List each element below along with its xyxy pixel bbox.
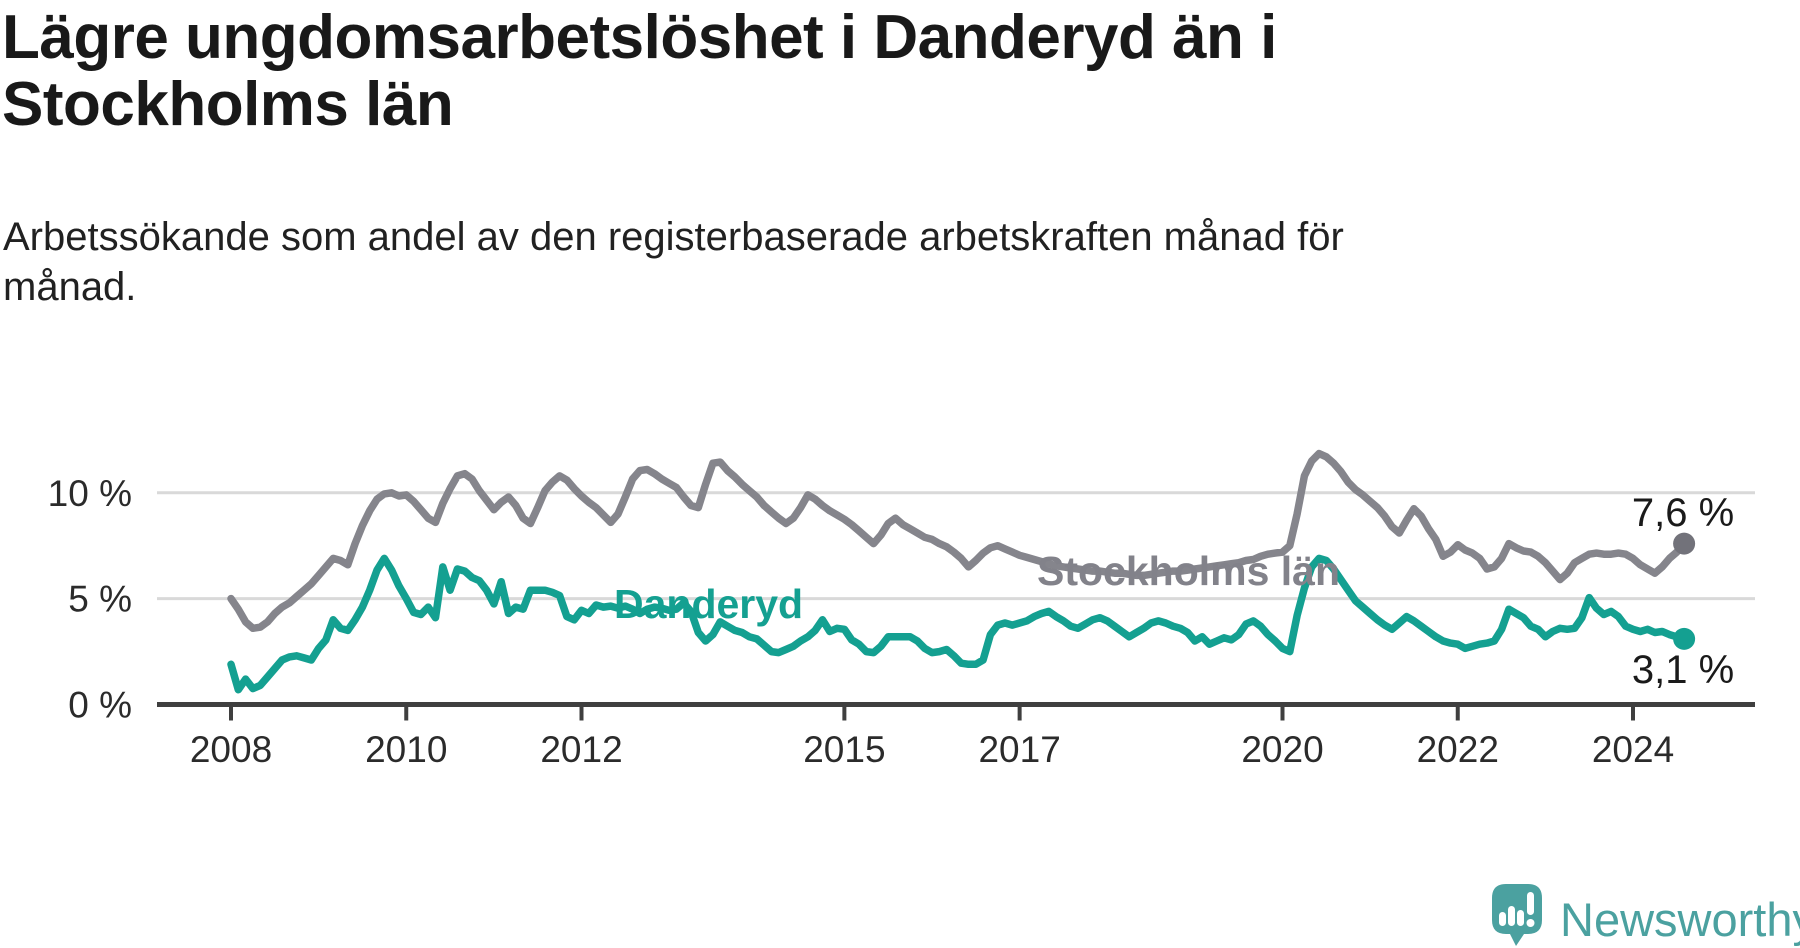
x-axis-label-2024: 2024 [1592, 729, 1674, 770]
series-label-stockholms-lan: Stockholms län [1037, 548, 1341, 594]
y-axis-label-0pct: 0 % [68, 685, 132, 726]
end-dot-danderyd [1673, 627, 1696, 650]
x-axis-label-2015: 2015 [803, 729, 885, 770]
x-axis-label-2012: 2012 [540, 729, 622, 770]
series-line-stockholms-l-n [227, 449, 1688, 633]
x-axis-label-2008: 2008 [190, 729, 272, 770]
brand-name: Newsworthy [1560, 893, 1800, 946]
newsworthy-logo: Newsworthy [1490, 882, 1800, 948]
series-line-danderyd [227, 554, 1688, 694]
y-axis-label-5pct: 5 % [68, 579, 132, 620]
x-axis-label-2017: 2017 [978, 729, 1060, 770]
chart-title: Lägre ungdomsarbetslöshet i Danderyd än … [2, 3, 1277, 139]
x-axis-label-2022: 2022 [1417, 729, 1499, 770]
series-label-danderyd: Danderyd [614, 581, 804, 627]
x-axis-label-2020: 2020 [1241, 729, 1323, 770]
end-value-label-danderyd: 3,1 % [1631, 648, 1735, 692]
x-axis-label-2010: 2010 [365, 729, 447, 770]
end-value-label-stockholms-lan: 7,6 % [1631, 491, 1735, 535]
chart-subtitle: Arbetssökande som andel av den registerb… [3, 215, 1344, 309]
end-dot-stockholms-l-n [1673, 532, 1696, 555]
bar-chart-speech-bubble-icon [1492, 884, 1542, 946]
y-axis-label-10pct: 10 % [48, 473, 132, 514]
